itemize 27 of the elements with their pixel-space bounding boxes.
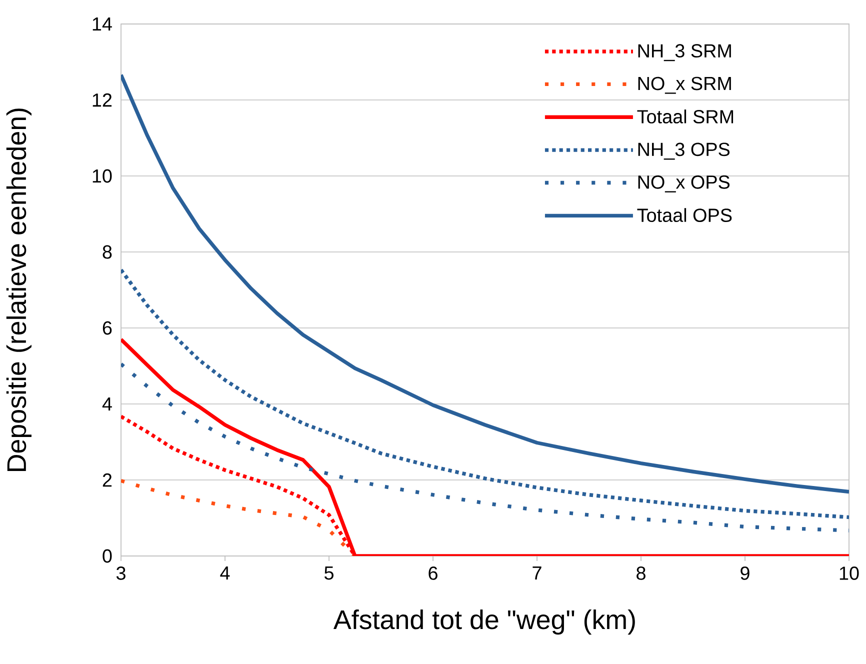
x-tick-label: 8 — [636, 566, 646, 580]
legend-label: NO_x OPS — [638, 175, 730, 192]
x-tick-label: 3 — [116, 566, 126, 580]
y-tick-label: 4 — [102, 397, 112, 410]
line-series — [121, 268, 850, 520]
x-tick-label: 4 — [220, 566, 230, 580]
y-tick-label: 8 — [102, 245, 112, 259]
legend-label: NO_x SRM — [638, 76, 731, 94]
legend-label: NH_3 SRM — [638, 44, 731, 62]
line-series — [121, 362, 850, 532]
y-tick-label: 6 — [102, 321, 112, 335]
x-tick-label: 9 — [740, 566, 750, 580]
x-axis-title: Afstand tot de "weg" (km) — [333, 609, 635, 635]
y-tick-label: 0 — [102, 549, 112, 563]
line-series — [121, 73, 850, 494]
x-tick-label: 7 — [532, 566, 542, 580]
legend-label: Totaal SRM — [637, 110, 734, 124]
y-axis-title: Depositie (relatieve eenheden) — [6, 108, 32, 471]
y-tick-label: 2 — [102, 473, 112, 487]
y-tick-label: 10 — [92, 169, 112, 183]
legend-label: Totaal OPS — [637, 208, 732, 222]
x-tick-label: 10 — [840, 566, 859, 580]
y-tick-label: 14 — [92, 17, 112, 30]
x-tick-label: 5 — [324, 566, 334, 580]
x-tick-label: 6 — [428, 566, 438, 580]
y-tick-label: 12 — [92, 93, 112, 107]
legend-label: NH_3 OPS — [638, 142, 730, 160]
